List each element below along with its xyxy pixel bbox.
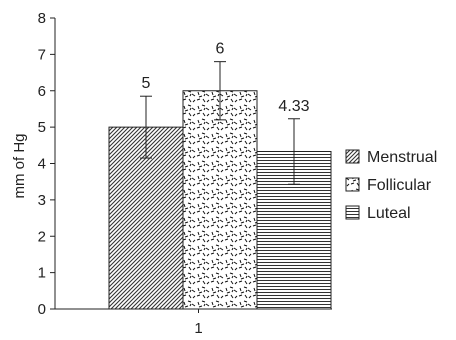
y-tick-label: 8 [38, 10, 46, 27]
data-label-menstrual: 5 [142, 75, 151, 92]
y-axis-title: mm of Hg [11, 133, 28, 198]
y-tick-label: 5 [38, 119, 46, 136]
legend-label-menstrual: Menstrual [367, 149, 437, 166]
data-label-follicular: 6 [216, 41, 225, 58]
y-tick-label: 4 [38, 156, 46, 173]
legend: Menstrual Follicular Luteal [345, 149, 437, 222]
legend-label-follicular: Follicular [367, 177, 432, 194]
y-tick-label: 2 [38, 228, 46, 245]
y-tick-label: 3 [38, 192, 46, 209]
x-axis: 1 [55, 308, 332, 337]
y-tick-label: 6 [38, 83, 46, 100]
legend-label-luteal: Luteal [367, 205, 411, 222]
x-tick-label: 1 [194, 320, 202, 337]
legend-swatch-follicular [345, 177, 360, 192]
y-axis: 0 1 2 3 4 5 6 7 8 [38, 10, 56, 318]
legend-swatch-luteal [345, 205, 360, 220]
data-labels: 564.33 [142, 41, 310, 115]
data-label-luteal: 4.33 [278, 98, 309, 115]
y-tick-label: 1 [38, 265, 46, 282]
y-tick-label: 7 [38, 46, 46, 63]
y-tick-label: 0 [38, 301, 46, 318]
bars [108, 61, 332, 310]
legend-swatch-menstrual [345, 149, 360, 164]
bar-follicular [182, 90, 258, 310]
